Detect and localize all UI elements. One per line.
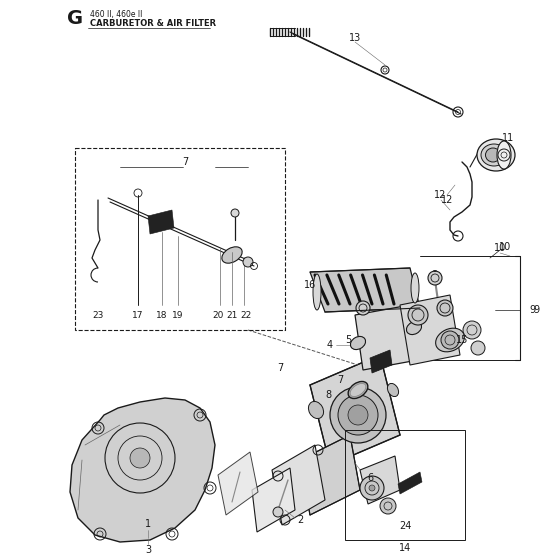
Text: 7: 7 xyxy=(337,375,343,385)
Circle shape xyxy=(360,476,384,500)
Ellipse shape xyxy=(497,141,511,169)
Polygon shape xyxy=(310,355,400,465)
Text: 3: 3 xyxy=(145,545,151,555)
Text: 7: 7 xyxy=(182,157,188,167)
Polygon shape xyxy=(355,305,418,370)
Polygon shape xyxy=(310,268,420,312)
Circle shape xyxy=(338,395,378,435)
Text: 13: 13 xyxy=(349,33,361,43)
Ellipse shape xyxy=(351,337,366,349)
Circle shape xyxy=(356,301,370,315)
Text: 18: 18 xyxy=(156,310,168,320)
Circle shape xyxy=(437,300,453,316)
Circle shape xyxy=(130,448,150,468)
Text: 23: 23 xyxy=(92,310,104,320)
Ellipse shape xyxy=(309,402,324,418)
Bar xyxy=(75,148,285,330)
Text: 12: 12 xyxy=(441,195,453,205)
Circle shape xyxy=(380,498,396,514)
Ellipse shape xyxy=(350,384,366,396)
Ellipse shape xyxy=(388,384,399,396)
Text: G: G xyxy=(67,8,83,27)
Text: 6: 6 xyxy=(367,473,373,483)
Circle shape xyxy=(471,341,485,355)
Polygon shape xyxy=(272,445,325,525)
Text: 12: 12 xyxy=(434,190,446,200)
Text: 22: 22 xyxy=(240,310,251,320)
Circle shape xyxy=(369,485,375,491)
Text: 19: 19 xyxy=(172,310,184,320)
Bar xyxy=(345,430,465,540)
Polygon shape xyxy=(400,295,460,365)
Polygon shape xyxy=(370,350,392,373)
Ellipse shape xyxy=(436,328,464,352)
Text: 460 II, 460e II: 460 II, 460e II xyxy=(90,10,142,18)
Text: 2: 2 xyxy=(297,515,303,525)
Circle shape xyxy=(348,405,368,425)
Text: 1: 1 xyxy=(145,519,151,529)
Circle shape xyxy=(243,257,253,267)
Circle shape xyxy=(231,209,239,217)
Circle shape xyxy=(428,271,442,285)
Ellipse shape xyxy=(222,247,242,263)
Ellipse shape xyxy=(486,148,501,162)
Polygon shape xyxy=(360,456,400,504)
Polygon shape xyxy=(300,435,360,515)
Ellipse shape xyxy=(348,381,368,399)
Ellipse shape xyxy=(477,139,515,171)
Text: 17: 17 xyxy=(132,310,144,320)
Text: CARBURETOR & AIR FILTER: CARBURETOR & AIR FILTER xyxy=(90,18,216,27)
Circle shape xyxy=(330,387,386,443)
Ellipse shape xyxy=(481,144,507,166)
Text: 8: 8 xyxy=(325,390,331,400)
Polygon shape xyxy=(70,398,215,542)
Ellipse shape xyxy=(411,273,419,303)
Text: 21: 21 xyxy=(226,310,237,320)
Circle shape xyxy=(441,331,459,349)
Text: 5: 5 xyxy=(345,335,351,345)
Text: 14: 14 xyxy=(399,543,411,553)
Circle shape xyxy=(273,507,283,517)
Ellipse shape xyxy=(313,274,321,310)
Text: 10: 10 xyxy=(494,243,506,253)
Text: 10: 10 xyxy=(499,242,511,252)
Text: 15: 15 xyxy=(456,335,468,345)
Text: 4: 4 xyxy=(327,340,333,350)
Polygon shape xyxy=(148,210,174,234)
Text: 9: 9 xyxy=(529,305,535,315)
Ellipse shape xyxy=(407,321,422,334)
Polygon shape xyxy=(252,468,295,532)
Circle shape xyxy=(463,321,481,339)
Text: 9: 9 xyxy=(533,305,539,315)
Text: 24: 24 xyxy=(399,521,411,531)
Text: 11: 11 xyxy=(502,133,514,143)
Text: 16: 16 xyxy=(304,280,316,290)
Circle shape xyxy=(408,305,428,325)
Polygon shape xyxy=(218,452,258,515)
Text: 20: 20 xyxy=(212,310,223,320)
Polygon shape xyxy=(398,472,422,494)
Text: 7: 7 xyxy=(277,363,283,373)
